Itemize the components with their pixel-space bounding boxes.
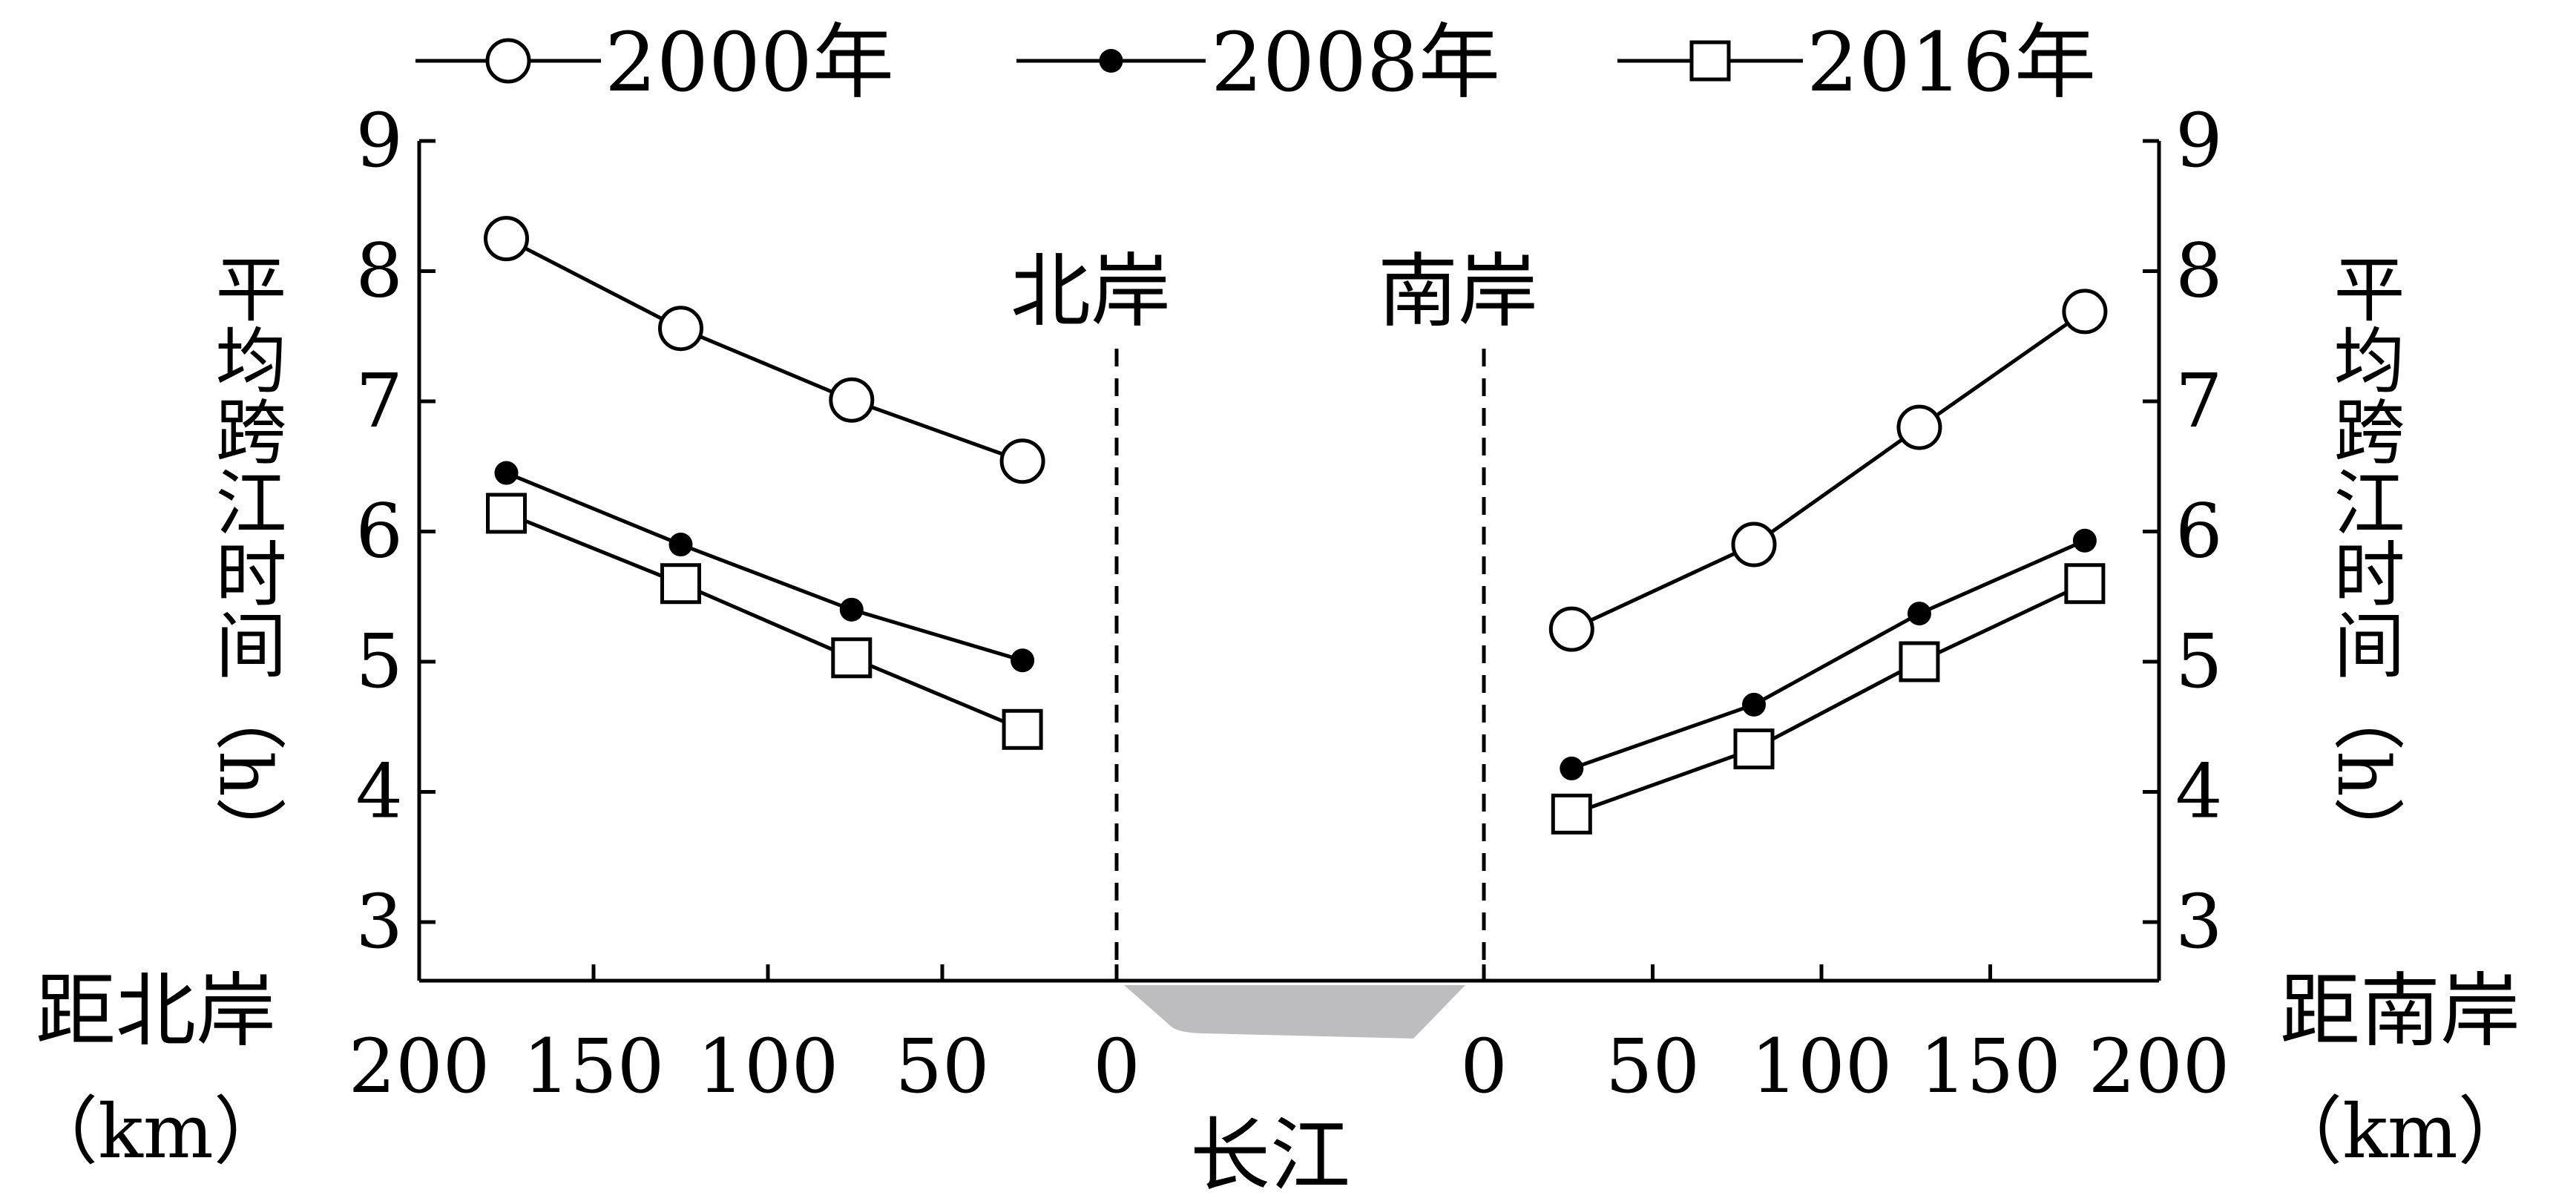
- right-y-axis-title: 平均跨江时间（h）: [2322, 252, 2405, 868]
- series-3-north-point: [660, 563, 701, 605]
- north-x-tick-label: 0: [1093, 1023, 1140, 1110]
- series-1-north-point: [658, 306, 703, 352]
- legend-marker: [1689, 40, 1731, 82]
- left-x-axis-title-line1: 距北岸: [36, 965, 276, 1058]
- north-bank-label: 北岸: [1011, 246, 1171, 338]
- left-y-tick-label: 7: [355, 358, 403, 444]
- legend-marker: [485, 38, 531, 84]
- right-y-tick-label: 6: [2175, 488, 2223, 575]
- right-y-tick-label: 4: [2175, 748, 2223, 835]
- legend-entry-2: 2008年: [1016, 15, 1500, 110]
- legend-entry-3: 2016年: [1617, 15, 2096, 110]
- series-2: [494, 461, 2097, 780]
- ticks-layer: 3 3 4 4 5 5 6 6 7 7 8 8 9 9 200 150 100 50 0 0 50 100 150 200: [349, 97, 2230, 1110]
- left-y-tick-label: 8: [355, 228, 403, 315]
- right-x-axis-title-line1: 距南岸: [2280, 965, 2520, 1058]
- right-x-axis-title-line2: （km）: [2268, 1088, 2531, 1175]
- series-1-south-point: [1896, 404, 1942, 450]
- series-1-south-line: [1571, 309, 2086, 631]
- south-x-tick-label: 200: [2089, 1023, 2230, 1110]
- left-y-tick-label: 6: [355, 488, 403, 575]
- series-2-north-point: [668, 533, 693, 557]
- south-bank-label: 南岸: [1378, 246, 1538, 338]
- north-x-tick-label: 150: [523, 1023, 665, 1110]
- legend-label: 2016年: [1807, 15, 2096, 110]
- series-3-north-line: [505, 511, 1024, 731]
- series-3-north-point: [831, 637, 873, 679]
- series-1-north-point: [999, 438, 1045, 484]
- right-y-tick-label: 9: [2175, 97, 2223, 184]
- series-1: [484, 216, 2108, 652]
- legend-marker: [1099, 49, 1123, 73]
- series-3-north-point: [486, 493, 527, 534]
- series-1-south-point: [2062, 289, 2108, 335]
- left-y-tick-label: 3: [355, 878, 403, 965]
- series-layer: [484, 216, 2108, 835]
- legend-entry-1: 2000年: [415, 15, 894, 110]
- series-2-north-line: [505, 471, 1023, 662]
- series-3-south-point: [2064, 563, 2106, 605]
- left-y-tick-label: 4: [355, 748, 403, 835]
- left-y-tick-label: 9: [355, 97, 403, 184]
- series-1-north-point: [829, 377, 875, 423]
- south-x-tick-label: 50: [1606, 1023, 1700, 1110]
- north-x-tick-label: 200: [349, 1023, 490, 1110]
- right-y-tick-label: 8: [2175, 228, 2223, 315]
- right-y-tick-label: 5: [2175, 618, 2223, 705]
- series-2-north-point: [1011, 648, 1035, 673]
- left-x-axis-title-line2: （km）: [24, 1088, 287, 1175]
- legend: 2000年 2008年 2016年: [415, 15, 2096, 110]
- series-3-south-point: [1899, 641, 1940, 682]
- south-x-tick-label: 100: [1751, 1023, 1893, 1110]
- river-label: 长江: [1190, 1110, 1350, 1201]
- river-shape: [1124, 985, 1465, 1039]
- series-1-north-line: [505, 237, 1023, 464]
- series-3-south-line: [1571, 582, 2086, 816]
- legend-label: 2008年: [1211, 15, 1500, 110]
- series-2-north-point: [494, 461, 519, 485]
- right-y-tick-label: 3: [2175, 878, 2223, 965]
- series-2-south-point: [1907, 602, 1931, 626]
- south-x-tick-label: 150: [1919, 1023, 2061, 1110]
- series-2-south-point: [1560, 756, 1584, 780]
- series-2-south-line: [1571, 539, 2086, 771]
- south-x-tick-label: 0: [1460, 1023, 1508, 1110]
- left-y-tick-label: 5: [355, 618, 403, 705]
- series-1-south-point: [1731, 521, 1777, 567]
- series-3-south-point: [1551, 793, 1592, 835]
- series-1-north-point: [484, 216, 529, 262]
- north-x-tick-label: 50: [895, 1023, 989, 1110]
- north-x-tick-label: 100: [697, 1023, 839, 1110]
- series-2-south-point: [2072, 528, 2097, 553]
- right-y-tick-label: 7: [2175, 358, 2223, 444]
- left-y-axis-title: 平均跨江时间（h）: [203, 252, 286, 868]
- series-2-north-point: [839, 597, 864, 622]
- series-3: [486, 493, 2106, 835]
- legend-label: 2000年: [605, 15, 894, 110]
- series-3-south-point: [1733, 728, 1775, 770]
- series-2-south-point: [1742, 692, 1766, 717]
- series-1-south-point: [1548, 606, 1594, 652]
- series-3-north-point: [1002, 708, 1043, 750]
